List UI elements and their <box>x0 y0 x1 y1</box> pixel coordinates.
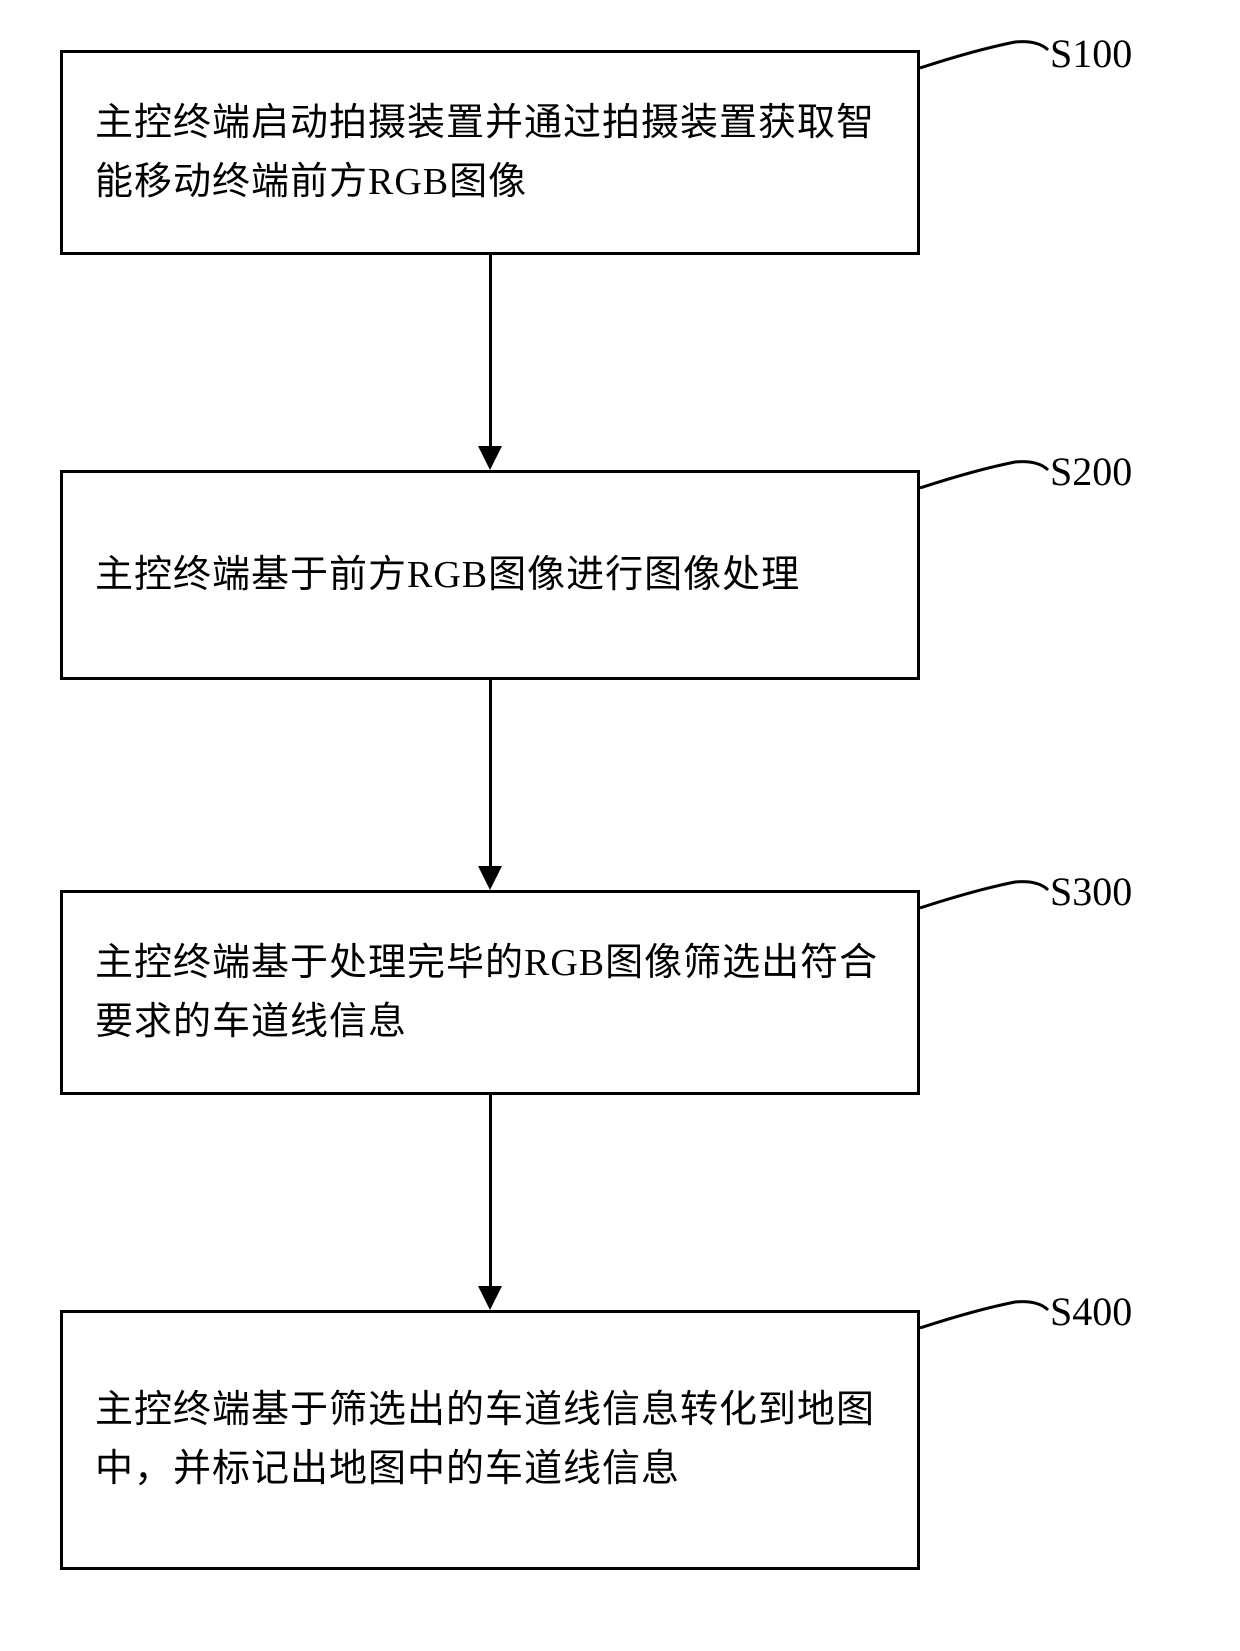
label-curve-s300 <box>920 880 1050 950</box>
step-text-s200: 主控终端基于前方RGB图像进行图像处理 <box>95 546 800 605</box>
arrow-line-1 <box>489 255 492 446</box>
step-text-s100: 主控终端启动拍摄装置并通过拍摄装置获取智能移动终端前方RGB图像 <box>95 94 885 212</box>
label-curve-s200 <box>920 460 1050 530</box>
step-box-s100: 主控终端启动拍摄装置并通过拍摄装置获取智能移动终端前方RGB图像 <box>60 50 920 255</box>
arrow-line-3 <box>489 1095 492 1286</box>
step-text-s300: 主控终端基于处理完毕的RGB图像筛选出符合要求的车道线信息 <box>95 934 885 1052</box>
flowchart-container: 主控终端启动拍摄装置并通过拍摄装置获取智能移动终端前方RGB图像 S100 主控… <box>0 0 1240 1651</box>
arrowhead-3 <box>478 1286 502 1310</box>
label-curve-s400 <box>920 1300 1050 1370</box>
step-label-s200: S200 <box>1050 448 1132 495</box>
arrowhead-2 <box>478 866 502 890</box>
step-box-s300: 主控终端基于处理完毕的RGB图像筛选出符合要求的车道线信息 <box>60 890 920 1095</box>
step-box-s400: 主控终端基于筛选出的车道线信息转化到地图中，并标记出地图中的车道线信息 <box>60 1310 920 1570</box>
step-label-s100: S100 <box>1050 30 1132 77</box>
step-box-s200: 主控终端基于前方RGB图像进行图像处理 <box>60 470 920 680</box>
arrow-line-2 <box>489 680 492 866</box>
step-label-s300: S300 <box>1050 868 1132 915</box>
step-label-s400: S400 <box>1050 1288 1132 1335</box>
label-curve-s100 <box>920 40 1050 110</box>
arrowhead-1 <box>478 446 502 470</box>
step-text-s400: 主控终端基于筛选出的车道线信息转化到地图中，并标记出地图中的车道线信息 <box>95 1381 885 1499</box>
